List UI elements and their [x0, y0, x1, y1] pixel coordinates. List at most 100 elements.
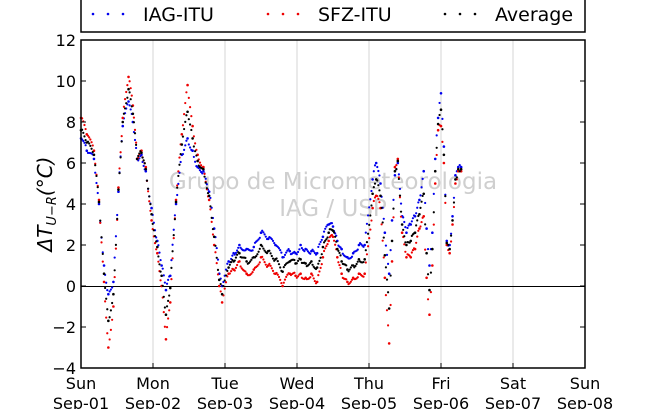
data-point	[382, 256, 385, 259]
data-point	[321, 255, 325, 259]
data-point	[347, 270, 350, 273]
data-point	[296, 259, 300, 262]
data-point	[183, 127, 186, 131]
data-point	[377, 169, 380, 173]
data-point	[312, 250, 315, 253]
data-point	[385, 253, 389, 256]
data-point	[436, 128, 440, 132]
data-point	[410, 220, 413, 223]
data-point	[107, 346, 110, 349]
data-point	[282, 266, 285, 269]
data-point	[392, 207, 395, 210]
data-point	[372, 186, 375, 189]
data-point	[426, 273, 430, 276]
data-point	[405, 243, 408, 247]
data-point	[356, 276, 359, 279]
data-point	[327, 231, 330, 234]
data-point	[309, 252, 312, 255]
data-point	[257, 250, 260, 253]
data-point	[365, 240, 369, 244]
data-point	[228, 263, 231, 266]
data-point	[379, 182, 382, 185]
data-point	[398, 187, 402, 191]
data-point	[395, 168, 398, 171]
data-point	[368, 206, 371, 209]
data-point	[187, 118, 190, 121]
data-point	[234, 266, 238, 270]
data-point	[192, 145, 195, 148]
data-point	[144, 169, 148, 173]
data-point	[113, 256, 116, 259]
data-point	[90, 141, 93, 144]
data-point	[210, 220, 213, 223]
data-point	[376, 179, 379, 182]
data-point	[219, 290, 222, 293]
data-point	[187, 96, 190, 99]
data-point	[176, 193, 179, 197]
data-point	[411, 249, 415, 252]
data-point	[307, 263, 311, 266]
series-0	[79, 92, 463, 296]
data-point	[125, 102, 128, 105]
data-point	[239, 265, 242, 268]
data-point	[186, 110, 189, 114]
x-tick-day: Wed	[280, 374, 315, 393]
data-point	[144, 165, 148, 169]
data-point	[425, 227, 428, 230]
data-point	[126, 96, 129, 99]
data-point	[129, 98, 132, 101]
data-point	[168, 294, 171, 297]
data-point	[211, 233, 215, 236]
data-point	[319, 266, 322, 269]
data-point	[392, 216, 395, 219]
data-point	[234, 251, 238, 254]
data-point	[424, 248, 427, 251]
data-point	[431, 231, 434, 234]
data-point	[268, 262, 271, 265]
data-point	[428, 264, 431, 267]
data-point	[163, 306, 166, 309]
data-point	[160, 274, 163, 278]
data-point	[155, 248, 158, 251]
x-tick-date: Sep-05	[341, 394, 397, 409]
data-point	[419, 225, 422, 228]
data-point	[438, 101, 441, 105]
data-point	[216, 273, 220, 276]
data-point	[393, 174, 397, 177]
data-point	[322, 241, 326, 244]
data-point	[369, 214, 372, 217]
data-point	[387, 272, 391, 276]
data-point	[180, 143, 184, 146]
data-point	[97, 202, 101, 206]
data-point	[181, 135, 185, 138]
data-point	[203, 175, 206, 178]
data-point	[405, 231, 408, 234]
data-point	[262, 231, 265, 234]
x-tick-day: Sun	[570, 374, 600, 393]
data-point	[91, 150, 94, 154]
legend-label: Average	[495, 4, 573, 26]
data-point	[159, 258, 162, 262]
data-point	[276, 259, 279, 263]
data-point	[435, 146, 438, 149]
data-point	[107, 319, 110, 323]
legend: IAG-ITU SFZ-ITU Average	[91, 4, 573, 26]
data-point	[315, 251, 319, 255]
data-point	[156, 245, 159, 249]
data-point	[159, 279, 162, 282]
data-point	[381, 221, 384, 224]
data-point	[107, 292, 110, 296]
data-point	[315, 266, 319, 269]
data-point	[324, 239, 327, 242]
data-point	[382, 217, 385, 220]
data-point	[452, 196, 456, 199]
data-point	[336, 247, 339, 251]
data-point	[403, 235, 406, 238]
data-point	[378, 174, 381, 177]
data-point	[269, 264, 272, 267]
data-point	[165, 282, 169, 285]
data-point	[279, 249, 282, 252]
data-point	[259, 231, 263, 234]
data-point	[386, 262, 390, 266]
data-point	[141, 160, 144, 164]
